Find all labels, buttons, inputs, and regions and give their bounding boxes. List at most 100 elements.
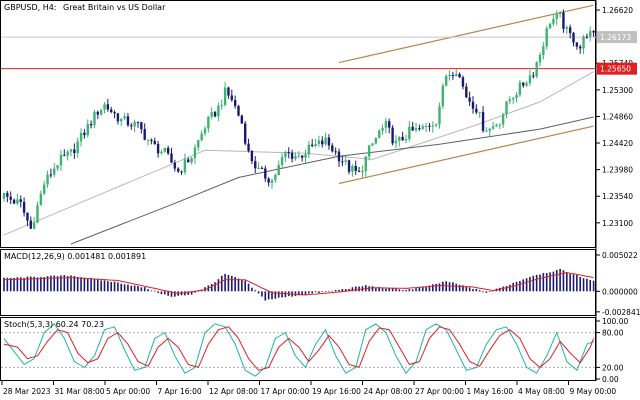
candle-body[interactable] [388, 121, 391, 128]
candle-body[interactable] [166, 148, 170, 154]
candle-body[interactable] [354, 165, 357, 171]
candle-body[interactable] [307, 144, 311, 155]
candle-body[interactable] [481, 112, 485, 131]
candle-body[interactable] [424, 125, 428, 127]
candle-body[interactable] [230, 95, 233, 101]
candle-body[interactable] [401, 136, 404, 141]
candle-body[interactable] [126, 116, 130, 126]
candle-body[interactable] [203, 128, 207, 134]
candle-body[interactable] [254, 161, 257, 169]
candle-body[interactable] [210, 112, 213, 117]
candle-body[interactable] [163, 148, 166, 152]
candle-body[interactable] [434, 124, 438, 126]
candle-body[interactable] [66, 151, 69, 156]
candle-body[interactable] [391, 127, 394, 144]
candle-body[interactable] [240, 115, 244, 124]
candle-body[interactable] [140, 122, 143, 130]
candle-body[interactable] [59, 154, 63, 166]
candle-body[interactable] [411, 126, 414, 131]
candle-body[interactable] [150, 139, 153, 141]
candle-body[interactable] [180, 171, 183, 173]
candle-body[interactable] [143, 129, 146, 140]
candle-body[interactable] [270, 180, 274, 183]
candle-body[interactable] [364, 156, 367, 172]
candle-body[interactable] [478, 112, 481, 114]
candle-body[interactable] [113, 112, 116, 114]
candle-body[interactable] [26, 212, 29, 221]
channel-lower-line[interactable] [338, 125, 594, 185]
candle-body[interactable] [280, 157, 284, 165]
candle-body[interactable] [398, 136, 401, 141]
candle-body[interactable] [528, 75, 532, 84]
candle-body[interactable] [190, 158, 193, 163]
candle-body[interactable] [408, 126, 411, 140]
candle-body[interactable] [106, 104, 110, 110]
candle-body[interactable] [374, 137, 378, 144]
candle-body[interactable] [207, 116, 210, 129]
candle-body[interactable] [284, 151, 287, 158]
candle-body[interactable] [200, 133, 203, 141]
candle-body[interactable] [555, 14, 558, 19]
candle-body[interactable] [56, 165, 59, 169]
candle-body[interactable] [300, 155, 304, 158]
candle-body[interactable] [32, 222, 36, 229]
candle-body[interactable] [592, 31, 595, 33]
candle-body[interactable] [223, 87, 227, 105]
candle-body[interactable] [19, 199, 22, 202]
candle-body[interactable] [294, 156, 297, 159]
candle-body[interactable] [220, 104, 223, 106]
candle-body[interactable] [79, 132, 83, 142]
candle-body[interactable] [505, 101, 508, 115]
candle-body[interactable] [290, 152, 294, 159]
candle-body[interactable] [244, 123, 247, 144]
candle-body[interactable] [160, 151, 163, 154]
candle-body[interactable] [233, 100, 237, 106]
candle-body[interactable] [227, 87, 230, 96]
candle-body[interactable] [589, 31, 592, 37]
candle-body[interactable] [237, 105, 240, 116]
candle-body[interactable] [73, 149, 76, 153]
candle-body[interactable] [542, 46, 545, 55]
candle-body[interactable] [170, 153, 173, 163]
candle-body[interactable] [548, 23, 552, 29]
candle-body[interactable] [22, 201, 26, 213]
candle-body[interactable] [63, 154, 66, 156]
candle-body[interactable] [445, 75, 448, 86]
candle-body[interactable] [89, 123, 93, 126]
candle-body[interactable] [156, 143, 160, 154]
candle-body[interactable] [314, 143, 317, 146]
candle-body[interactable] [491, 126, 495, 129]
candle-body[interactable] [317, 140, 321, 144]
candle-body[interactable] [471, 101, 475, 109]
candle-body[interactable] [76, 141, 79, 153]
candle-body[interactable] [39, 193, 43, 206]
macd-panel-frame[interactable] [0, 249, 596, 316]
candle-body[interactable] [264, 168, 267, 179]
candle-body[interactable] [461, 77, 465, 87]
candle-body[interactable] [277, 164, 280, 176]
candle-body[interactable] [334, 151, 337, 153]
candle-body[interactable] [260, 167, 264, 169]
candle-body[interactable] [572, 32, 575, 43]
candle-body[interactable] [193, 147, 197, 159]
channel-upper-line[interactable] [338, 4, 594, 64]
candle-body[interactable] [337, 151, 341, 162]
candle-body[interactable] [558, 12, 562, 15]
stoch-panel-frame[interactable] [0, 317, 596, 381]
candle-body[interactable] [103, 104, 106, 110]
candle-body[interactable] [29, 220, 32, 229]
candle-body[interactable] [331, 145, 334, 152]
candle-body[interactable] [535, 62, 538, 77]
candle-body[interactable] [495, 124, 498, 127]
candle-body[interactable] [297, 155, 300, 157]
candle-body[interactable] [217, 105, 220, 117]
candle-body[interactable] [69, 149, 73, 152]
candle-body[interactable] [488, 128, 491, 131]
candle-body[interactable] [582, 36, 585, 49]
candle-body[interactable] [46, 174, 49, 185]
candle-body[interactable] [49, 174, 53, 176]
candle-body[interactable] [177, 168, 180, 172]
candle-body[interactable] [508, 99, 512, 102]
candle-body[interactable] [183, 159, 187, 173]
